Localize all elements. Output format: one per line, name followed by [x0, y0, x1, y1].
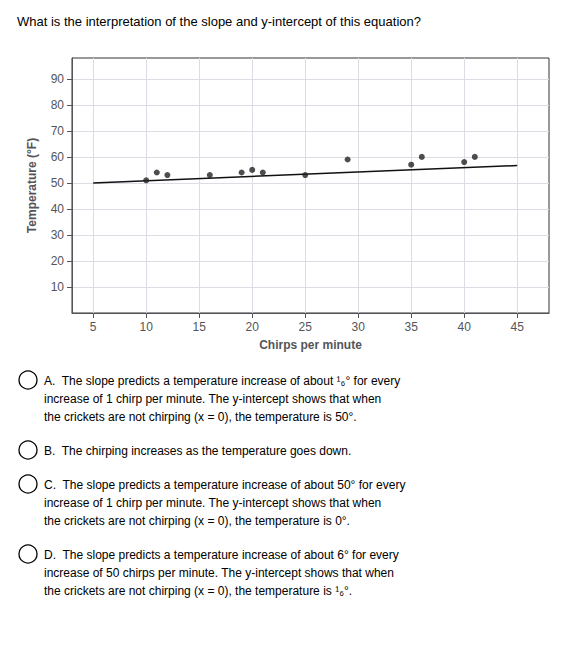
svg-text:increase of 50 chirps per minu: increase of 50 chirps per minute. The y‑… [44, 566, 394, 580]
svg-text:20: 20 [246, 320, 260, 334]
svg-text:50: 50 [51, 176, 65, 190]
svg-text:10: 10 [51, 280, 65, 294]
svg-text:40: 40 [458, 320, 472, 334]
svg-text:5: 5 [90, 320, 97, 334]
svg-text:35: 35 [405, 320, 419, 334]
svg-text:Chirps per minute: Chirps per minute [259, 338, 362, 352]
svg-text:30: 30 [51, 228, 65, 242]
svg-text:45: 45 [511, 320, 525, 334]
svg-text:90: 90 [51, 72, 65, 86]
svg-text:40: 40 [51, 202, 65, 216]
svg-text:60: 60 [51, 150, 65, 164]
svg-text:80: 80 [51, 98, 65, 112]
svg-text:Temperature (°F): Temperature (°F) [25, 138, 39, 233]
svg-text:the crickets are not chirping: the crickets are not chirping (x = 0), t… [44, 514, 350, 528]
svg-text:the crickets are not chirping: the crickets are not chirping (x = 0), t… [44, 584, 352, 598]
svg-text:20: 20 [51, 254, 65, 268]
svg-text:D. The slope predicts a tempe: D. The slope predicts a temperature incr… [44, 548, 399, 562]
svg-text:15: 15 [193, 320, 207, 334]
svg-text:increase of 1 chirp per minute: increase of 1 chirp per minute. The y‑in… [44, 496, 381, 510]
svg-text:70: 70 [51, 124, 65, 138]
svg-text:25: 25 [299, 320, 313, 334]
svg-text:C. The slope predicts a tempe: C. The slope predicts a temperature incr… [44, 478, 405, 492]
svg-text:What is the interpretation of: What is the interpretation of the slope … [17, 14, 421, 29]
svg-text:B. The chirping increases as: B. The chirping increases as the tempera… [44, 444, 351, 458]
svg-text:the crickets are not chirping: the crickets are not chirping (x = 0), t… [44, 410, 357, 424]
svg-text:increase of 1 chirp per minute: increase of 1 chirp per minute. The y‑in… [44, 392, 381, 406]
svg-text:A. The slope predicts a tempe: A. The slope predicts a temperature incr… [44, 374, 400, 388]
svg-text:10: 10 [140, 320, 154, 334]
svg-text:30: 30 [352, 320, 366, 334]
